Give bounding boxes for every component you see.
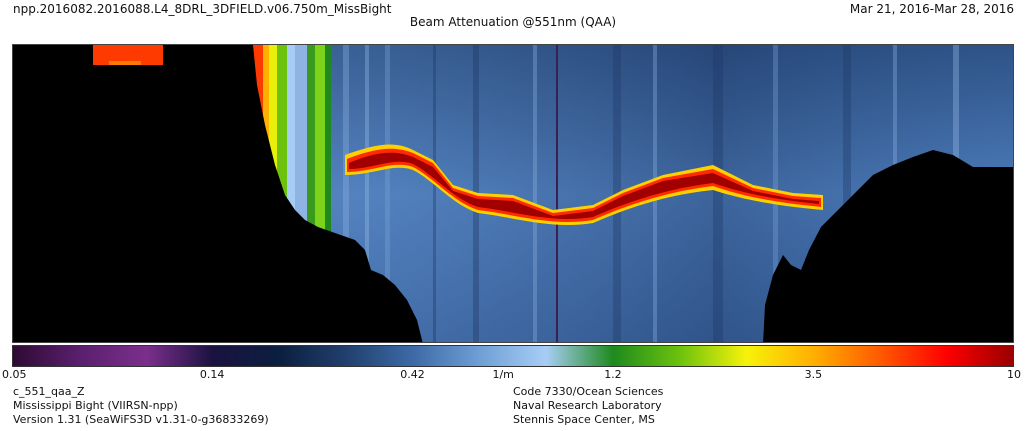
colorbar-tick-label: 0.05: [2, 368, 27, 381]
seafloor-mask-right: [763, 150, 1013, 342]
colorbar-tick-label: 0.42: [400, 368, 425, 381]
date-range: Mar 21, 2016-Mar 28, 2016: [849, 2, 1014, 16]
product-code: c_551_qaa_Z: [13, 385, 85, 398]
version-label: Version 1.31 (SeaWiFS3D v1.31-0-g3683326…: [13, 413, 269, 426]
footer-right: Code 7330/Ocean Sciences Naval Research …: [513, 385, 663, 427]
seafloor-mask: [13, 45, 423, 342]
colorbar: [12, 345, 1014, 367]
footer-left: c_551_qaa_Z Mississippi Bight (VIIRSN-np…: [13, 385, 269, 427]
product-title: Beam Attenuation @551nm (QAA): [409, 15, 617, 29]
colorbar-tick-label: 3.5: [804, 368, 823, 381]
turbid-layer: [345, 144, 823, 226]
track-marker-line: [556, 45, 558, 342]
org-code: Code 7330/Ocean Sciences: [513, 385, 664, 398]
colorbar-tick-label: 1.2: [604, 368, 622, 381]
colorbar-tick-label: 0.14: [199, 368, 225, 381]
section-image: [13, 45, 1013, 342]
file-name: npp.2016082.2016088.L4_8DRL_3DFIELD.v06.…: [13, 2, 392, 16]
colorbar-tick-label: 10: [1007, 368, 1021, 381]
colorbar-tick-label: 1/m: [492, 368, 514, 381]
org-name: Naval Research Laboratory: [513, 399, 662, 412]
section-plot: [12, 44, 1014, 343]
region-label: Mississippi Bight (VIIRSN-npp): [13, 399, 178, 412]
org-location: Stennis Space Center, MS: [513, 413, 655, 426]
